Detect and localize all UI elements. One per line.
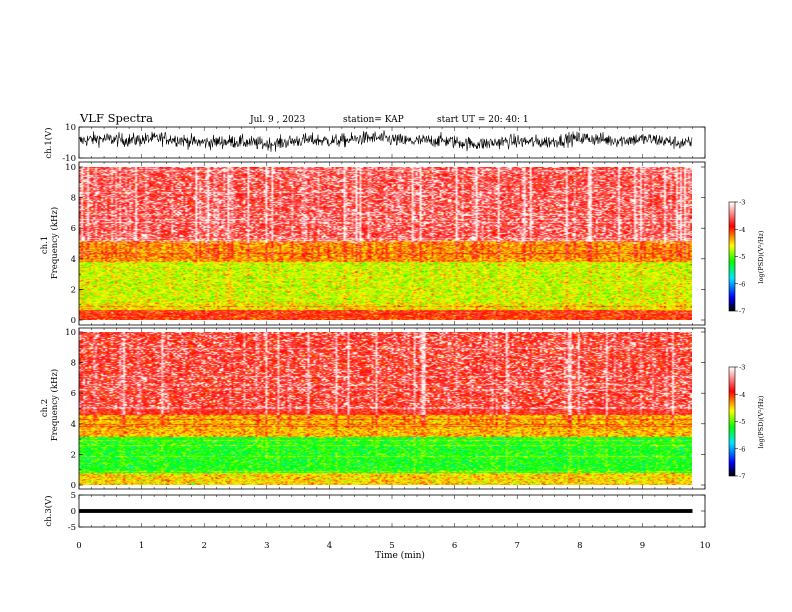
ch2-spectrogram-y-tick-label: 6 — [71, 389, 76, 399]
x-tick-label: 7 — [514, 541, 519, 551]
ch2-colorbar-label: log(PSD)(V²/Hz) — [757, 395, 765, 448]
ch1-spectrogram-panel — [78, 161, 706, 326]
ch2-colorbar-ticks: -3 -4 -5 -6 -7 — [735, 364, 745, 481]
x-tick-label: 4 — [327, 541, 332, 551]
ch1-colorbar-tick-label: -3 — [739, 199, 745, 207]
ch1-colorbar-tick-label: -4 — [739, 226, 745, 234]
ch3-waveform-ylabel: ch.3(V) — [43, 495, 54, 526]
ch2-colorbar-tick-label: -6 — [739, 445, 745, 453]
ch1-colorbar-tick-label: -6 — [739, 280, 745, 288]
ch1-waveform-y-tick-label: 10 — [65, 123, 76, 133]
ch1-spectrogram-y-tick-label: 2 — [71, 285, 76, 295]
ch2-spectrogram-ylabel-channel: ch.2 — [40, 399, 50, 417]
x-tick-label: 10 — [700, 541, 711, 551]
ch1-signal-trace — [78, 130, 693, 152]
x-tick-label: 5 — [389, 541, 394, 551]
ch1-colorbar-ticks: -3 -4 -5 -6 -7 — [735, 199, 745, 316]
ch3-waveform-trace — [79, 509, 693, 513]
ch2-spectrogram-y-tick-label: 2 — [71, 450, 76, 460]
ch2-spectrogram-image — [79, 332, 692, 485]
ch2-spectrogram-y-tick-label: 4 — [71, 420, 76, 430]
ch2-spectrogram-ylabel-frequency: Frequency (kHz) — [49, 369, 60, 441]
ch3-waveform-y-tick-label: 5 — [71, 491, 76, 501]
x-tick-label: 2 — [201, 541, 206, 551]
ch1-spectrogram-y-tick-label: 4 — [71, 255, 76, 265]
ch1-colorbar: -3 -4 -5 -6 -7 — [728, 199, 745, 316]
ch1-waveform-ylabel: ch.1(V) — [43, 127, 54, 158]
ch3-waveform-y-tick-label: 0 — [71, 507, 76, 517]
ch2-colorbar-tick-label: -7 — [739, 473, 745, 481]
ch1-spectrogram-y-tick-label: 6 — [71, 224, 76, 234]
ch1-waveform-panel — [78, 126, 706, 159]
start-time-label: start UT = 20: 40: 1 — [437, 115, 529, 125]
x-tick-label: 8 — [577, 541, 582, 551]
ch2-spectrogram-y-tick-label: 0 — [71, 481, 76, 491]
x-tick-label: 0 — [76, 541, 81, 551]
x-tick-label: 1 — [139, 541, 144, 551]
ch1-spectrogram-y-tick-label: 10 — [65, 163, 76, 173]
ch2-spectrogram-y-tick-label: 8 — [71, 359, 76, 369]
ch1-colorbar-tick-label: -7 — [739, 308, 745, 316]
ch1-spectrogram-ylabel-frequency: Frequency (kHz) — [49, 207, 60, 279]
ch1-spectrogram-ylabel-channel: ch.1 — [40, 236, 50, 254]
ch1-spectrogram-y-tick-label: 8 — [71, 194, 76, 204]
ch1-waveform-trace — [78, 130, 693, 152]
ch2-colorbar-gradient — [729, 367, 735, 476]
figure-title: VLF Spectra — [79, 111, 153, 125]
ch2-colorbar-tick-label: -3 — [739, 364, 745, 372]
ch1-colorbar-tick-label: -5 — [739, 253, 745, 261]
ch1-colorbar-gradient — [729, 202, 735, 311]
x-tick-label: 3 — [264, 541, 269, 551]
ch2-colorbar-tick-label: -5 — [739, 418, 745, 426]
ch1-colorbar-label: log(PSD)(V²/Hz) — [757, 230, 765, 283]
ch2-colorbar-tick-label: -4 — [739, 391, 745, 399]
ch3-signal-band — [79, 509, 693, 513]
x-tick-label: 9 — [640, 541, 645, 551]
ch2-spectrogram-y-tick-label: 10 — [65, 328, 76, 338]
ch1-waveform-y-tick-label: -10 — [62, 154, 76, 164]
x-axis-title: Time (min) — [375, 550, 425, 561]
ch3-waveform-panel — [78, 494, 706, 528]
ch3-waveform-y-tick-label: -5 — [68, 523, 76, 533]
ch2-spectrogram-panel — [78, 327, 706, 490]
ch1-spectrogram-y-tick-label: 0 — [71, 316, 76, 326]
ch2-colorbar: -3 -4 -5 -6 -7 — [728, 364, 745, 481]
x-tick-label: 6 — [452, 541, 457, 551]
ch1-spectrogram-image — [79, 167, 692, 320]
station-label: station= KAP — [343, 115, 404, 125]
date-label: Jul. 9 , 2023 — [249, 115, 305, 125]
